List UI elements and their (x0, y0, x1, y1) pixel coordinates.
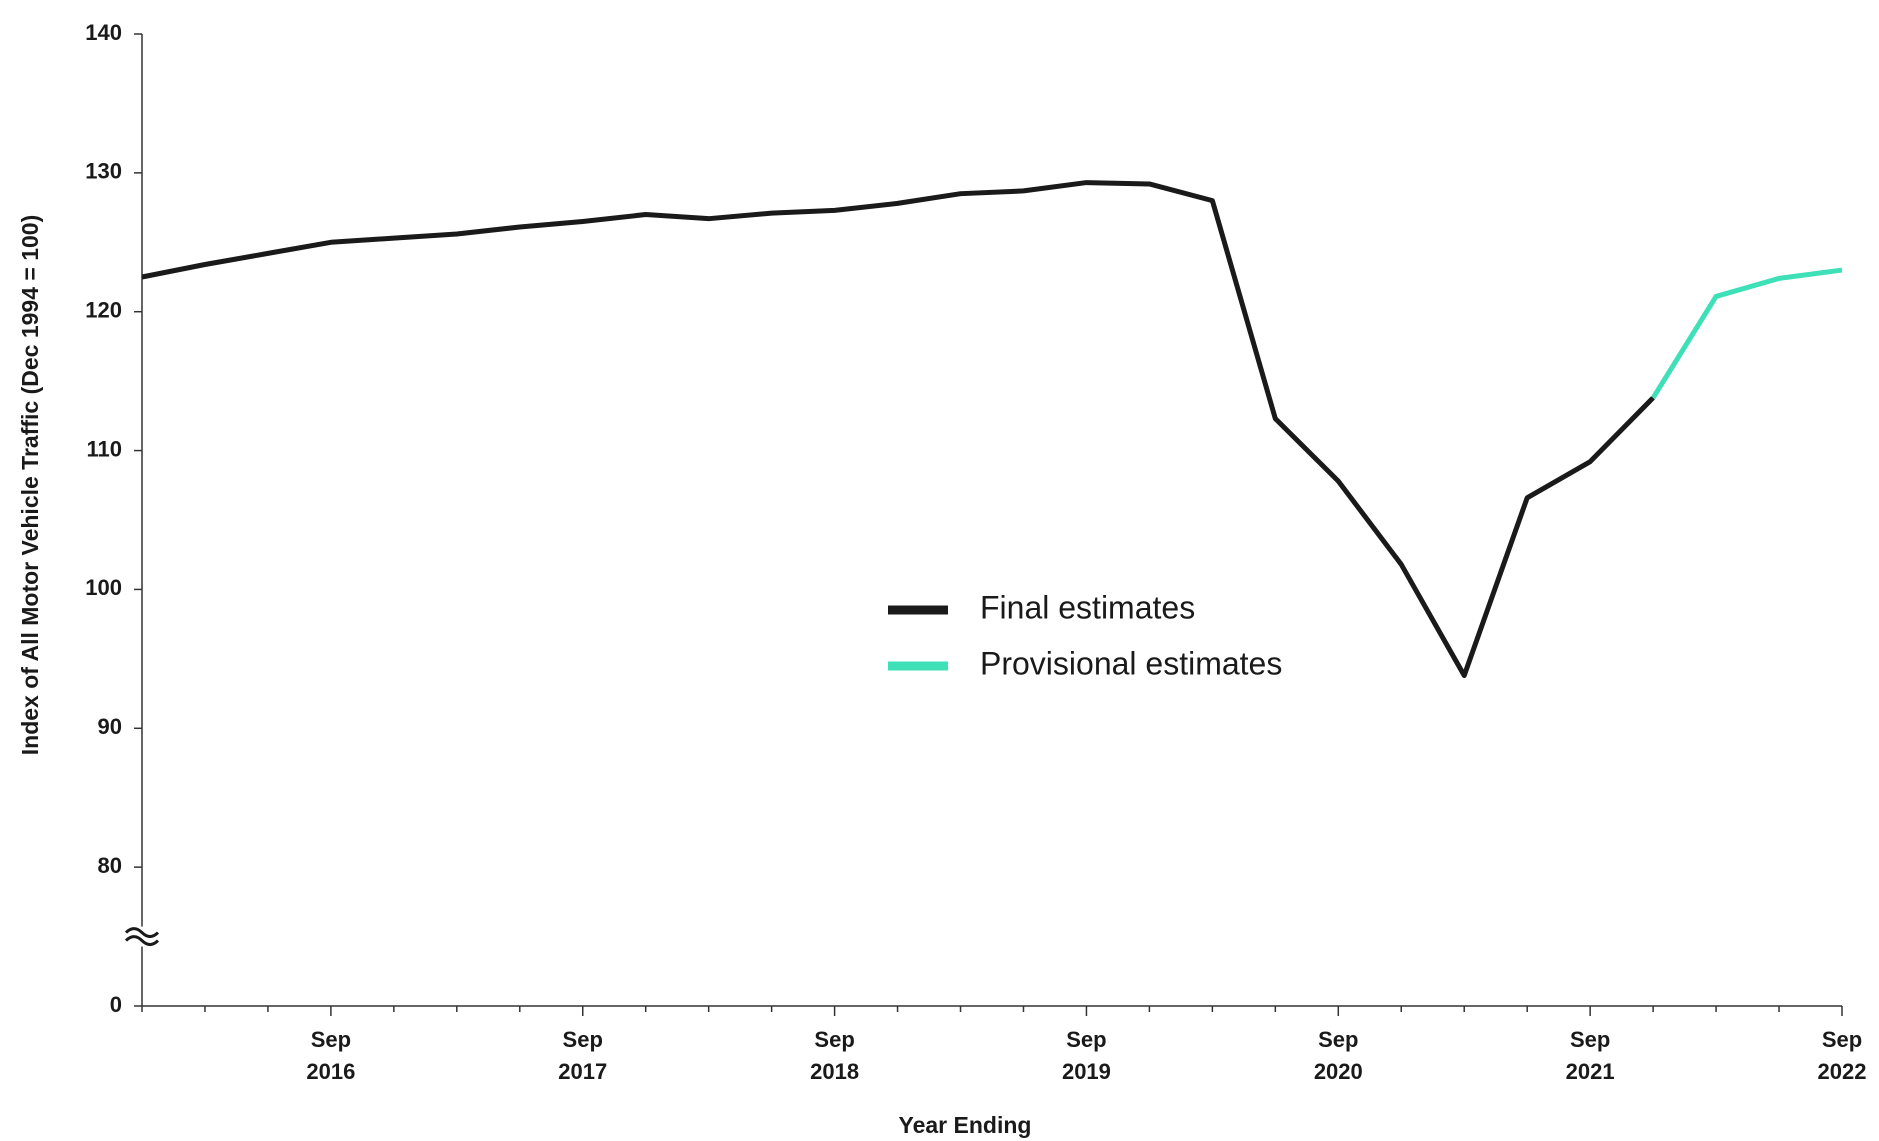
y-tick-label: 80 (98, 853, 122, 878)
axis-break-bg (128, 926, 156, 947)
x-tick-label: Sep 2020 (1314, 1027, 1363, 1084)
axis-break (124, 935, 160, 947)
y-tick-label: 90 (98, 714, 122, 739)
x-axis-title: Year Ending (899, 1112, 1032, 1138)
y-tick-label: 110 (87, 436, 123, 461)
x-tick-label: Sep 2018 (810, 1027, 859, 1084)
y-tick-label: 100 (85, 575, 122, 600)
legend-label: Final estimates (980, 589, 1195, 625)
x-tick-label: Sep 2016 (306, 1027, 355, 1084)
legend-label: Provisional estimates (980, 645, 1282, 681)
x-tick-label: Sep 2017 (558, 1027, 607, 1084)
y-tick-label: 140 (85, 20, 122, 45)
axis-break (124, 927, 160, 939)
y-axis-title: Index of All Motor Vehicle Traffic (Dec … (17, 215, 43, 755)
x-tick-label: Sep 2021 (1566, 1027, 1615, 1084)
y-tick-label: 0 (110, 992, 122, 1017)
x-tick-label: Sep 2022 (1818, 1027, 1867, 1084)
y-tick-label: 130 (85, 159, 122, 184)
series-line (141, 180, 1655, 679)
y-tick-label: 120 (85, 298, 122, 323)
x-tick-label: Sep 2019 (1062, 1027, 1111, 1084)
series-line (1650, 267, 1843, 400)
